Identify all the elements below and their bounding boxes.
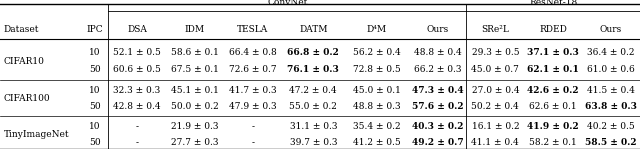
Text: 45.0 ± 0.1: 45.0 ± 0.1 xyxy=(353,86,401,95)
Text: 50.0 ± 0.2: 50.0 ± 0.2 xyxy=(171,102,219,111)
Text: TinyImageNet: TinyImageNet xyxy=(4,130,70,139)
Text: 27.7 ± 0.3: 27.7 ± 0.3 xyxy=(171,138,218,147)
Text: 47.9 ± 0.3: 47.9 ± 0.3 xyxy=(229,102,276,111)
Text: 41.9 ± 0.2: 41.9 ± 0.2 xyxy=(527,122,579,131)
Text: 56.2 ± 0.4: 56.2 ± 0.4 xyxy=(353,48,401,57)
Text: -: - xyxy=(136,138,138,147)
Text: 10: 10 xyxy=(89,86,100,95)
Text: 40.2 ± 0.5: 40.2 ± 0.5 xyxy=(587,122,635,131)
Text: 16.1 ± 0.2: 16.1 ± 0.2 xyxy=(472,122,519,131)
Text: 45.1 ± 0.1: 45.1 ± 0.1 xyxy=(171,86,219,95)
Text: 58.5 ± 0.2: 58.5 ± 0.2 xyxy=(585,138,637,147)
Text: 50: 50 xyxy=(89,65,100,74)
Text: -: - xyxy=(251,122,254,131)
Text: 47.2 ± 0.4: 47.2 ± 0.4 xyxy=(289,86,337,95)
Text: 50: 50 xyxy=(89,102,100,111)
Text: 49.2 ± 0.7: 49.2 ± 0.7 xyxy=(412,138,463,147)
Text: 10: 10 xyxy=(89,48,100,57)
Text: 50.2 ± 0.4: 50.2 ± 0.4 xyxy=(472,102,519,111)
Text: RDED: RDED xyxy=(540,25,567,34)
Text: 35.4 ± 0.2: 35.4 ± 0.2 xyxy=(353,122,401,131)
Text: 62.1 ± 0.1: 62.1 ± 0.1 xyxy=(527,65,579,74)
Text: 50: 50 xyxy=(89,138,100,147)
Text: 31.1 ± 0.3: 31.1 ± 0.3 xyxy=(289,122,337,131)
Text: 41.2 ± 0.5: 41.2 ± 0.5 xyxy=(353,138,401,147)
Text: 76.1 ± 0.3: 76.1 ± 0.3 xyxy=(287,65,339,74)
Text: ConvNet: ConvNet xyxy=(267,0,307,7)
Text: -: - xyxy=(251,138,254,147)
Text: 52.1 ± 0.5: 52.1 ± 0.5 xyxy=(113,48,161,57)
Text: 72.6 ± 0.7: 72.6 ± 0.7 xyxy=(229,65,276,74)
Text: 40.3 ± 0.2: 40.3 ± 0.2 xyxy=(412,122,463,131)
Text: 58.2 ± 0.1: 58.2 ± 0.1 xyxy=(529,138,577,147)
Text: D⁴M: D⁴M xyxy=(367,25,387,34)
Text: 66.2 ± 0.3: 66.2 ± 0.3 xyxy=(413,65,461,74)
Text: 42.6 ± 0.2: 42.6 ± 0.2 xyxy=(527,86,579,95)
Text: DATM: DATM xyxy=(299,25,328,34)
Text: 37.1 ± 0.3: 37.1 ± 0.3 xyxy=(527,48,579,57)
Text: 32.3 ± 0.3: 32.3 ± 0.3 xyxy=(113,86,161,95)
Text: 55.0 ± 0.2: 55.0 ± 0.2 xyxy=(289,102,337,111)
Text: 67.5 ± 0.1: 67.5 ± 0.1 xyxy=(171,65,219,74)
Text: IPC: IPC xyxy=(86,25,103,34)
Text: 61.0 ± 0.6: 61.0 ± 0.6 xyxy=(587,65,635,74)
Text: Ours: Ours xyxy=(426,25,449,34)
Text: 63.8 ± 0.3: 63.8 ± 0.3 xyxy=(585,102,637,111)
Text: SRe²L: SRe²L xyxy=(481,25,509,34)
Text: 66.4 ± 0.8: 66.4 ± 0.8 xyxy=(228,48,276,57)
Text: 60.6 ± 0.5: 60.6 ± 0.5 xyxy=(113,65,161,74)
Text: DSA: DSA xyxy=(127,25,147,34)
Text: Ours: Ours xyxy=(600,25,622,34)
Text: TESLA: TESLA xyxy=(237,25,268,34)
Text: 10: 10 xyxy=(89,122,100,131)
Text: -: - xyxy=(136,122,138,131)
Text: 48.8 ± 0.3: 48.8 ± 0.3 xyxy=(353,102,401,111)
Text: 41.7 ± 0.3: 41.7 ± 0.3 xyxy=(229,86,276,95)
Text: 29.3 ± 0.5: 29.3 ± 0.5 xyxy=(472,48,519,57)
Text: 41.1 ± 0.4: 41.1 ± 0.4 xyxy=(472,138,519,147)
Text: 48.8 ± 0.4: 48.8 ± 0.4 xyxy=(413,48,461,57)
Text: 62.6 ± 0.1: 62.6 ± 0.1 xyxy=(529,102,577,111)
Text: 41.5 ± 0.4: 41.5 ± 0.4 xyxy=(587,86,635,95)
Text: 57.6 ± 0.2: 57.6 ± 0.2 xyxy=(412,102,463,111)
Text: 42.8 ± 0.4: 42.8 ± 0.4 xyxy=(113,102,161,111)
Text: 72.8 ± 0.5: 72.8 ± 0.5 xyxy=(353,65,401,74)
Text: 47.3 ± 0.4: 47.3 ± 0.4 xyxy=(412,86,463,95)
Text: IDM: IDM xyxy=(185,25,205,34)
Text: 39.7 ± 0.3: 39.7 ± 0.3 xyxy=(289,138,337,147)
Text: CIFAR100: CIFAR100 xyxy=(4,94,51,103)
Text: 21.9 ± 0.3: 21.9 ± 0.3 xyxy=(171,122,218,131)
Text: CIFAR10: CIFAR10 xyxy=(4,57,45,66)
Text: 58.6 ± 0.1: 58.6 ± 0.1 xyxy=(171,48,219,57)
Text: Dataset: Dataset xyxy=(4,25,39,34)
Text: 36.4 ± 0.2: 36.4 ± 0.2 xyxy=(588,48,635,57)
Text: 45.0 ± 0.7: 45.0 ± 0.7 xyxy=(472,65,519,74)
Text: 27.0 ± 0.4: 27.0 ± 0.4 xyxy=(472,86,519,95)
Text: ResNet-18: ResNet-18 xyxy=(529,0,577,7)
Text: 66.8 ± 0.2: 66.8 ± 0.2 xyxy=(287,48,339,57)
